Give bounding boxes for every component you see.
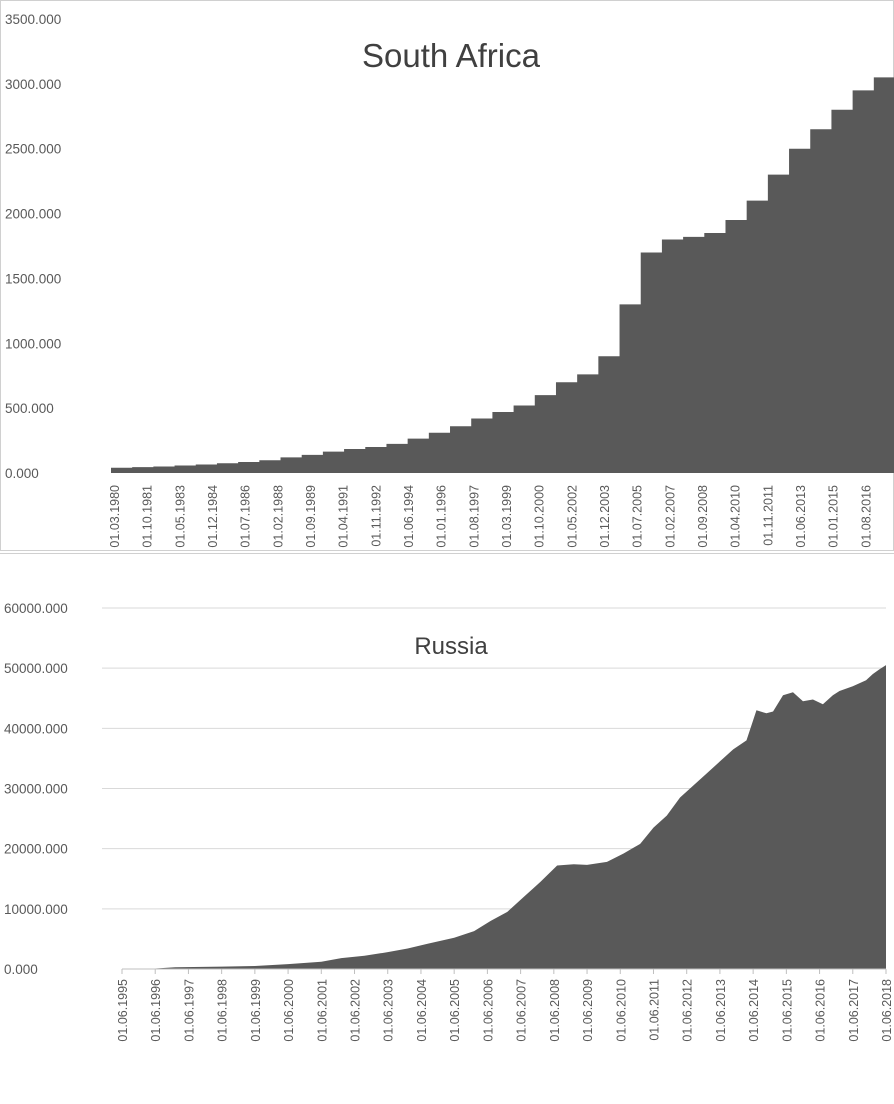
x-tick-label: 01.02.2007	[663, 485, 677, 548]
x-tick-label: 01.06.1996	[149, 979, 163, 1042]
x-tick-label: 01.06.2010	[614, 979, 628, 1042]
y-tick-label: 10000.000	[4, 902, 68, 917]
x-tick-label: 01.08.2016	[859, 485, 873, 548]
russia-chart: Russia 0.000 10000.000 20000.000 30000.000 4…	[0, 553, 894, 1103]
x-tick-label: 01.02.1988	[271, 485, 285, 548]
x-tick-label: 01.06.2008	[548, 979, 562, 1042]
x-tick-label: 01.06.2004	[415, 979, 429, 1042]
x-tick-label: 01.06.2015	[780, 979, 794, 1042]
y-tick-label: 20000.000	[4, 842, 68, 857]
x-tick-label: 01.04.1991	[337, 485, 351, 548]
x-tick-label: 01.10.2000	[533, 485, 547, 548]
y-tick-label: 40000.000	[4, 721, 68, 736]
x-tick-label: 01.11.1992	[369, 485, 383, 547]
y-tick-label: 60000.000	[4, 601, 68, 616]
south-africa-chart-svg: South Africa 0.000 500.000 1000.000 1500.00…	[5, 12, 894, 548]
y-tick-label: 2500.000	[5, 142, 61, 157]
x-tick-label: 01.05.2002	[565, 485, 579, 548]
series-area	[111, 77, 894, 473]
y-tick-label: 2000.000	[5, 207, 61, 222]
x-tick-label: 01.08.1997	[467, 485, 481, 548]
y-tick-label: 0.000	[4, 962, 38, 977]
x-tick-label: 01.01.1996	[435, 485, 449, 548]
x-tick-label: 01.10.1981	[141, 485, 155, 548]
x-tick-label: 01.03.1999	[500, 485, 514, 548]
x-tick-label: 01.07.1986	[239, 485, 253, 548]
x-tick-label: 01.09.2008	[696, 485, 710, 548]
x-tick-label: 01.06.2013	[714, 979, 728, 1042]
south-africa-chart: South Africa 0.000 500.000 1000.000 1500.00…	[0, 0, 894, 551]
x-tick-label: 01.06.2003	[382, 979, 396, 1042]
x-tick-label: 01.03.1980	[108, 485, 122, 548]
russia-chart-svg: Russia 0.000 10000.000 20000.000 30000.000 4…	[4, 601, 894, 1042]
x-tick-label: 01.09.1989	[304, 485, 318, 548]
x-tick-label: 01.06.1997	[182, 979, 196, 1042]
x-tick-label: 01.06.2012	[681, 979, 695, 1042]
x-tick-label: 01.06.1995	[116, 979, 130, 1042]
y-tick-label: 30000.000	[4, 782, 68, 797]
series-area	[122, 665, 886, 969]
y-tick-label: 3000.000	[5, 77, 61, 92]
x-tick-label: 01.06.2014	[747, 979, 761, 1042]
y-tick-label: 1000.000	[5, 336, 61, 351]
x-tick-label: 01.06.2011	[647, 979, 661, 1041]
x-tick-label: 01.03.2018	[892, 485, 894, 548]
x-tick-label: 01.01.2015	[827, 485, 841, 548]
x-tick-label: 01.04.2010	[729, 485, 743, 548]
x-tick-label: 01.06.1999	[249, 979, 263, 1042]
x-tick-label: 01.06.1998	[216, 979, 230, 1042]
x-tick-label: 01.11.2011	[761, 485, 775, 546]
x-tick-label: 01.06.2001	[315, 979, 329, 1042]
x-tick-label: 01.07.2005	[631, 485, 645, 548]
x-tick-label: 01.06.2006	[481, 979, 495, 1042]
x-tick-label: 01.05.1983	[173, 485, 187, 548]
x-tick-label: 01.06.2005	[448, 979, 462, 1042]
x-tick-label: 01.06.2016	[814, 979, 828, 1042]
y-tick-label: 500.000	[5, 401, 54, 416]
x-tick-label: 01.06.2013	[794, 485, 808, 548]
x-tick-label: 01.06.2018	[880, 979, 894, 1042]
x-tick-label: 01.06.1994	[402, 485, 416, 548]
x-tick-label: 01.06.2000	[282, 979, 296, 1042]
x-tick-label: 01.12.2003	[598, 485, 612, 548]
chart-title: South Africa	[362, 37, 541, 74]
y-tick-label: 3500.000	[5, 12, 61, 27]
x-tick-label: 01.06.2017	[847, 979, 861, 1042]
x-tick-label: 01.06.2009	[581, 979, 595, 1042]
x-tick-label: 01.06.2002	[349, 979, 363, 1042]
y-tick-label: 1500.000	[5, 271, 61, 286]
y-tick-label: 50000.000	[4, 661, 68, 676]
x-tick-label: 01.12.1984	[206, 485, 220, 548]
y-tick-label: 0.000	[5, 466, 39, 481]
x-tick-label: 01.06.2007	[515, 979, 529, 1042]
chart-title: Russia	[414, 633, 488, 660]
